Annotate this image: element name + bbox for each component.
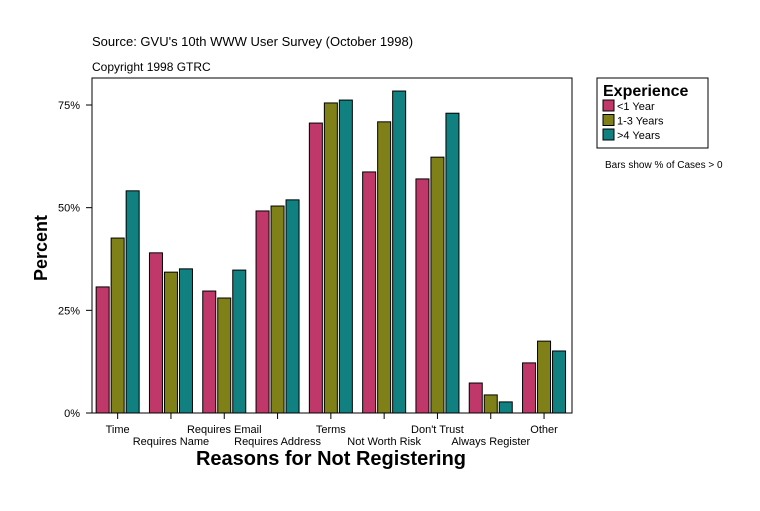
legend-label: >4 Years xyxy=(617,130,661,142)
bar-requires-address-0 xyxy=(255,210,270,414)
y-tick-label: 75% xyxy=(58,100,80,112)
legend: Experience <1 Year 1-3 Years >4 Years xyxy=(596,77,709,149)
bar-always-register-2 xyxy=(498,401,513,414)
x-tick-label: Other xyxy=(530,424,558,436)
bar-don-t-trust-1 xyxy=(430,156,445,414)
legend-label: 1-3 Years xyxy=(617,116,664,128)
legend-swatch xyxy=(602,128,615,141)
x-tick-label: Always Register xyxy=(451,436,530,448)
bar-don-t-trust-2 xyxy=(445,112,460,414)
bar-terms-2 xyxy=(338,99,353,414)
bar-terms-1 xyxy=(323,102,338,414)
bar-not-worth-risk-2 xyxy=(392,90,407,414)
bar-requires-name-0 xyxy=(148,252,163,414)
legend-title: Experience xyxy=(603,83,688,100)
x-tick-label: Time xyxy=(106,424,130,436)
x-tick-label: Not Worth Risk xyxy=(347,436,421,448)
legend-label: <1 Year xyxy=(617,101,655,113)
legend-swatch xyxy=(602,114,615,126)
y-tick-label: 0% xyxy=(64,408,80,420)
bar-not-worth-risk-1 xyxy=(377,121,392,414)
bar-requires-email-2 xyxy=(232,269,247,414)
bar-requires-email-1 xyxy=(217,297,232,414)
x-tick-label: Terms xyxy=(316,424,346,436)
x-axis-label: Reasons for Not Registering xyxy=(196,448,466,470)
bar-terms-0 xyxy=(308,122,323,414)
chart-source: Source: GVU's 10th WWW User Survey (Octo… xyxy=(92,34,413,49)
x-tick-label: Don't Trust xyxy=(411,424,464,436)
x-tick-label: Requires Address xyxy=(234,436,321,448)
bar-time-1 xyxy=(110,237,125,414)
bar-requires-email-0 xyxy=(202,290,217,414)
y-tick-label: 25% xyxy=(58,305,80,317)
bar-other-1 xyxy=(537,340,552,414)
legend-swatch xyxy=(602,99,615,112)
bar-always-register-1 xyxy=(483,394,498,414)
bar-don-t-trust-0 xyxy=(415,178,430,414)
bar-always-register-0 xyxy=(468,382,483,414)
x-tick-label: Requires Name xyxy=(133,436,209,448)
bar-requires-address-1 xyxy=(270,205,285,414)
chart-note: Bars show % of Cases > 0 xyxy=(605,160,723,171)
bar-other-0 xyxy=(522,362,537,414)
bar-time-0 xyxy=(95,286,110,414)
y-axis-label: Percent xyxy=(31,215,51,281)
x-tick-label: Requires Email xyxy=(187,424,262,436)
bar-other-2 xyxy=(552,350,567,414)
bar-requires-name-1 xyxy=(163,271,178,414)
legend-box xyxy=(596,77,709,149)
bar-requires-name-2 xyxy=(178,268,193,414)
y-tick-label: 50% xyxy=(58,203,80,215)
bar-not-worth-risk-0 xyxy=(362,171,377,414)
chart-copyright: Copyright 1998 GTRC xyxy=(92,60,211,74)
bar-requires-address-2 xyxy=(285,199,300,414)
bar-time-2 xyxy=(125,190,140,414)
